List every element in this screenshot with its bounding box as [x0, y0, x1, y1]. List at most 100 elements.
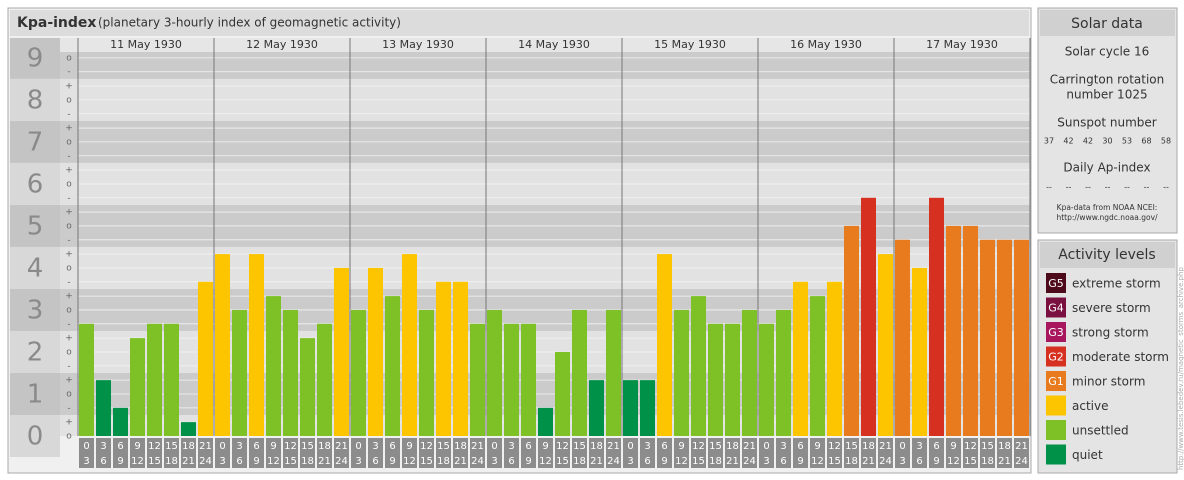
- hour-label: 9: [525, 456, 531, 467]
- hour-cell: [300, 438, 315, 468]
- bar: [963, 225, 978, 436]
- hour-cell: [640, 438, 655, 468]
- bar: [266, 296, 281, 436]
- subtitle: (planetary 3-hourly index of geomagnetic…: [98, 16, 401, 30]
- hour-cell: [674, 438, 689, 468]
- minor-tick-label: o: [66, 389, 72, 399]
- hour-label: 15: [845, 441, 858, 452]
- hour-label: 6: [933, 441, 939, 452]
- bar: [317, 323, 332, 436]
- hour-label: 6: [236, 456, 242, 467]
- y-tick-label: 2: [27, 337, 44, 367]
- bar: [912, 267, 927, 436]
- ap-value: --: [1144, 183, 1150, 192]
- hour-cell: [402, 438, 417, 468]
- minor-tick-label: o: [66, 221, 72, 231]
- bar: [385, 296, 400, 436]
- minor-tick-label: +: [65, 418, 73, 428]
- source: Kpa-data from NOAA NCEI:: [1057, 203, 1158, 212]
- carrington: Carrington rotation: [1050, 73, 1164, 87]
- bar: [844, 225, 859, 436]
- hour-label: 6: [661, 441, 667, 452]
- minor-tick-label: +: [65, 82, 73, 92]
- hour-label: 15: [437, 441, 450, 452]
- bar: [776, 309, 791, 436]
- minor-tick-label: o: [66, 305, 72, 315]
- bar: [215, 254, 230, 436]
- bar: [521, 323, 536, 436]
- ap-value: --: [1163, 183, 1169, 192]
- hour-label: 9: [542, 441, 548, 452]
- hour-cell: [980, 438, 995, 468]
- hour-label: 18: [182, 441, 195, 452]
- hour-label: 0: [219, 441, 225, 452]
- bar: [368, 267, 383, 436]
- minor-tick-label: o: [66, 263, 72, 273]
- hour-label: 21: [1015, 441, 1028, 452]
- bar: [640, 380, 655, 436]
- bar: [674, 309, 689, 436]
- hour-label: 12: [284, 441, 297, 452]
- levels-title-bar: [1040, 242, 1175, 268]
- y-band: [10, 78, 60, 121]
- minor-tick-label: +: [65, 208, 73, 218]
- sunspot-value: 30: [1102, 137, 1112, 146]
- legend-swatch: [1046, 444, 1066, 465]
- minor-tick-label: -: [67, 109, 70, 119]
- title-bar: [10, 10, 1029, 36]
- sunspot-value: 42: [1083, 137, 1093, 146]
- hour-cell: [198, 438, 213, 468]
- watermark: http://www.tesis.lebedev.ru/magnetic_sto…: [1177, 267, 1184, 470]
- day-label: 11 May 1930: [110, 38, 182, 51]
- hour-label: 6: [508, 456, 514, 467]
- ap-value: --: [1046, 183, 1052, 192]
- minor-tick-label: -: [67, 319, 70, 329]
- hour-label: 18: [862, 441, 875, 452]
- hour-label: 12: [267, 456, 280, 467]
- hour-cell: [215, 438, 230, 468]
- y-tick-label: 8: [27, 85, 44, 115]
- hour-cell: [776, 438, 791, 468]
- bar: [657, 254, 672, 436]
- hour-label: 21: [199, 441, 212, 452]
- ap-title: Daily Ap-index: [1063, 161, 1150, 175]
- ap-value: --: [1066, 183, 1072, 192]
- y-tick-label: 4: [27, 253, 44, 283]
- source: http://www.ngdc.noaa.gov/: [1056, 213, 1158, 222]
- hour-cell: [351, 438, 366, 468]
- hour-cell: [895, 438, 910, 468]
- day-label: 16 May 1930: [790, 38, 862, 51]
- hour-cell: [96, 438, 111, 468]
- hour-label: 15: [573, 441, 586, 452]
- hour-label: 18: [590, 441, 603, 452]
- hour-cell: [657, 438, 672, 468]
- hour-cell: [419, 438, 434, 468]
- hour-label: 6: [780, 456, 786, 467]
- minor-tick-label: -: [67, 67, 70, 77]
- hour-label: 12: [947, 456, 960, 467]
- hour-label: 12: [420, 441, 433, 452]
- hour-label: 6: [797, 441, 803, 452]
- hour-label: 15: [964, 456, 977, 467]
- hour-label: 9: [661, 456, 667, 467]
- bar: [810, 296, 825, 436]
- hour-label: 18: [709, 456, 722, 467]
- bar: [232, 309, 247, 436]
- legend-label: moderate storm: [1072, 350, 1169, 364]
- minor-tick-label: +: [65, 376, 73, 386]
- hour-cell: [470, 438, 485, 468]
- title: Kpa-index: [17, 15, 96, 31]
- day-label: 17 May 1930: [926, 38, 998, 51]
- bar: [538, 407, 553, 436]
- hour-label: 3: [916, 441, 922, 452]
- bar: [147, 323, 162, 436]
- minor-tick-label: o: [66, 53, 72, 63]
- bar: [861, 197, 876, 436]
- carrington: number 1025: [1066, 88, 1147, 102]
- hour-cell: [759, 438, 774, 468]
- bar: [436, 281, 451, 436]
- hour-label: 15: [981, 441, 994, 452]
- bar: [487, 309, 502, 436]
- day-label: 14 May 1930: [518, 38, 590, 51]
- hour-label: 3: [236, 441, 242, 452]
